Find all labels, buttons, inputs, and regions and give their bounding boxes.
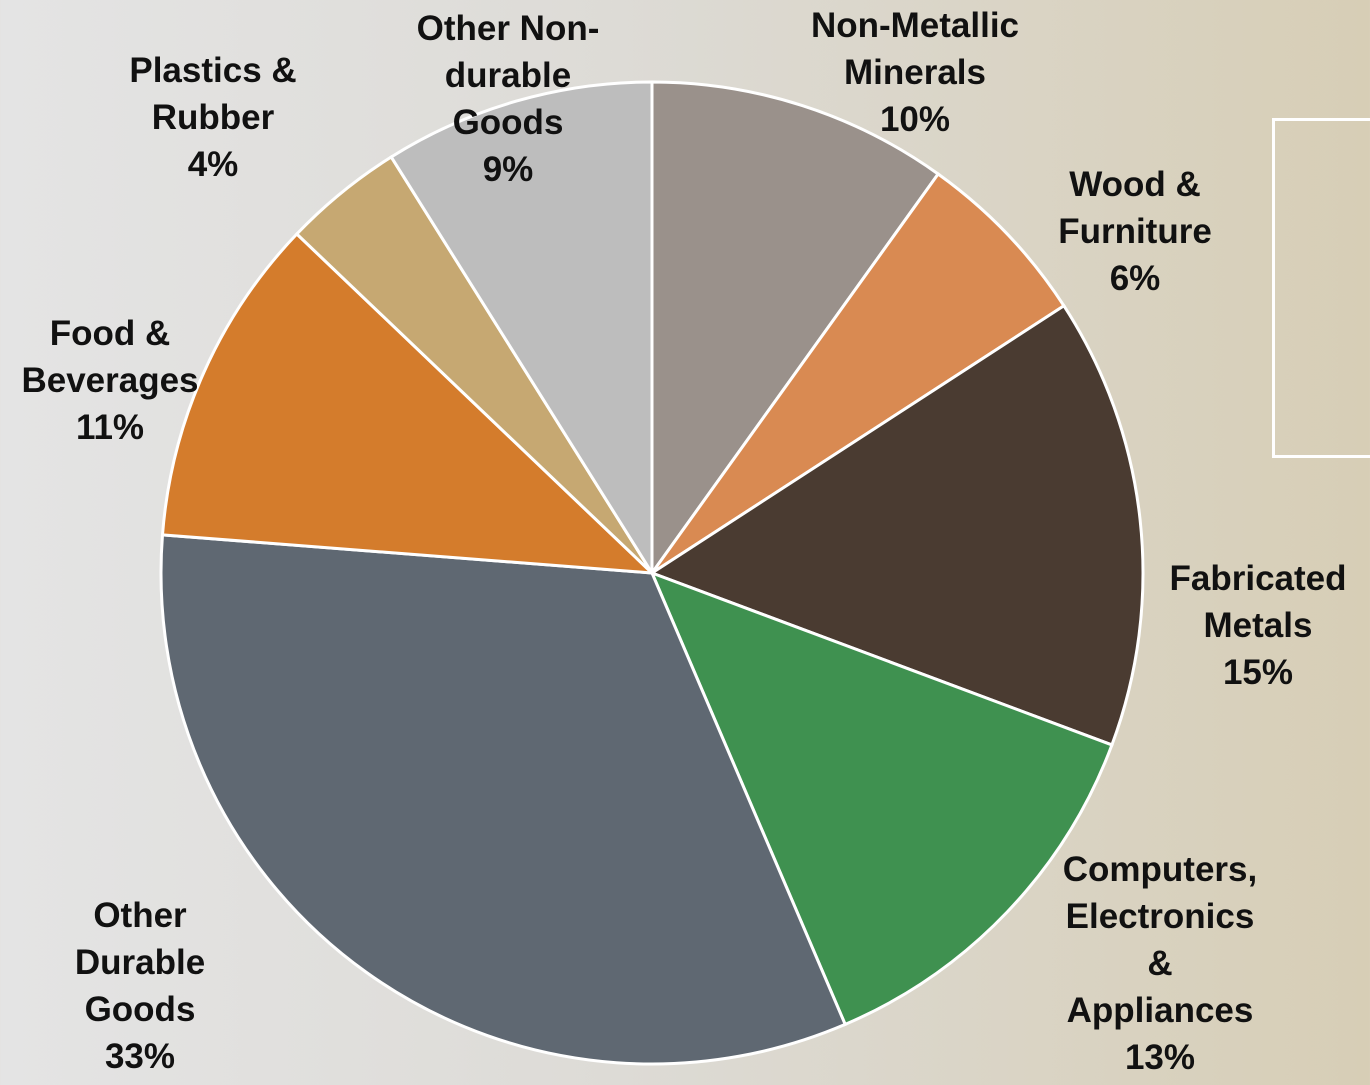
pie-slice — [650, 80, 941, 578]
category-name: Wood & Furniture — [1058, 165, 1212, 251]
slice-label: Food & Beverages 11% — [10, 310, 210, 451]
value-label: 33% — [104, 1037, 176, 1076]
pie-slice — [650, 171, 1067, 575]
category-name: Plastics & Rubber — [129, 51, 297, 137]
category-name: Other Non-durable Goods — [416, 9, 600, 142]
slice-label: Wood & Furniture 6% — [1035, 161, 1235, 302]
category-name: Other Durable Goods — [74, 896, 206, 1029]
value-label: 6% — [1109, 259, 1161, 298]
pie-slice — [648, 303, 1145, 747]
value-label: 4% — [187, 145, 239, 184]
value-label: 10% — [879, 100, 951, 139]
slice-label: Other Durable Goods 33% — [65, 892, 215, 1080]
slice-label: Other Non-durable Goods 9% — [388, 5, 628, 193]
pie-slice — [160, 231, 657, 575]
value-label: 13% — [1124, 1038, 1196, 1077]
slice-label: Non-Metallic Minerals 10% — [775, 2, 1055, 143]
category-name: Computers, Electronics & Appliances — [1062, 850, 1258, 1030]
info-box — [1272, 118, 1370, 458]
pie-slice — [159, 533, 848, 1066]
slice-label: Plastics & Rubber 4% — [103, 47, 323, 188]
pie-slice — [389, 80, 654, 579]
category-name: Fabricated Metals — [1169, 559, 1347, 645]
category-name: Non-Metallic Minerals — [810, 6, 1020, 92]
value-label: 11% — [75, 408, 145, 447]
slice-label: Fabricated Metals 15% — [1148, 555, 1368, 696]
slice-label: Computers, Electronics & Appliances 13% — [1050, 846, 1270, 1081]
value-label: 15% — [1222, 653, 1294, 692]
category-name: Food & Beverages — [21, 314, 199, 400]
pie-slice — [649, 570, 1114, 1027]
value-label: 9% — [482, 150, 534, 189]
